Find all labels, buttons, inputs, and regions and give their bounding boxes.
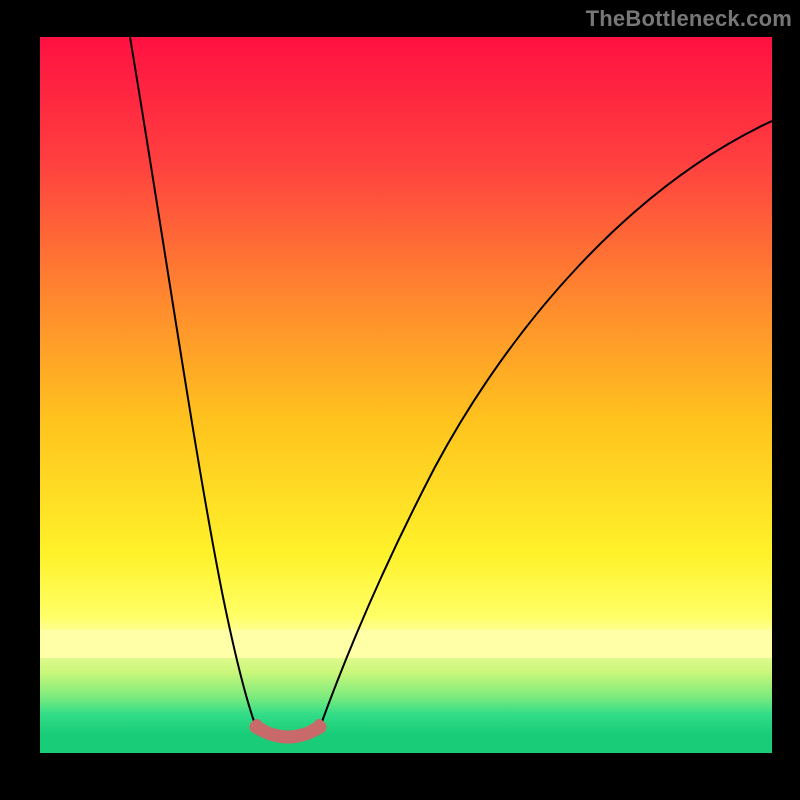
chart-frame: TheBottleneck.com xyxy=(0,0,800,800)
curve-right xyxy=(320,121,772,727)
curve-end-dot xyxy=(252,719,262,729)
bottleneck-curve xyxy=(40,37,772,753)
watermark-text: TheBottleneck.com xyxy=(586,6,792,32)
curve-end-dot xyxy=(314,719,324,729)
plot-area xyxy=(40,37,772,753)
curve-left xyxy=(130,37,256,727)
